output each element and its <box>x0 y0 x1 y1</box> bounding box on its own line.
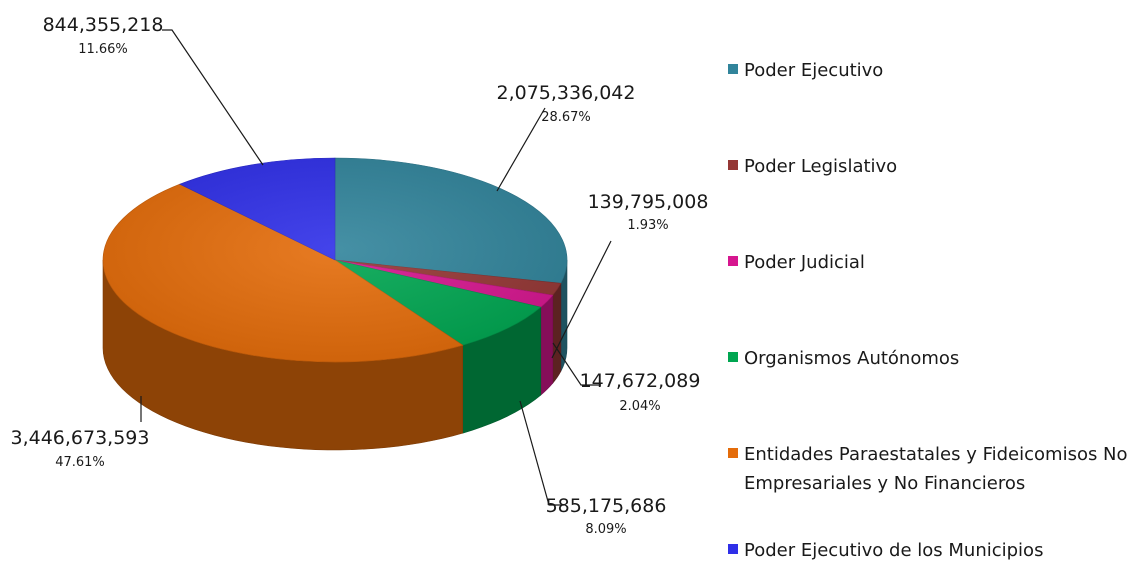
legend-swatch-poder-judicial <box>728 256 738 266</box>
leader-line-poder-ejecutivo <box>496 107 546 192</box>
leader-lines <box>140 29 612 506</box>
value-label-poder-ejecutivo-de-los-municipios: 844,355,218 <box>43 14 164 36</box>
pie-side-poder-judicial <box>540 294 554 396</box>
legend-item-organismos-autonomos: Organismos Autónomos <box>728 348 959 369</box>
legend-label-poder-judicial: Poder Judicial <box>744 252 865 273</box>
percent-label-poder-judicial: 2.04% <box>619 399 660 414</box>
legend-item-poder-ejecutivo-de-los-municipios: Poder Ejecutivo de los Municipios <box>728 540 1043 561</box>
percent-label-organismos-autonomos: 8.09% <box>585 522 626 537</box>
percent-label-entidades-paraestatales-y-fideicomisos-n: 47.61% <box>55 455 105 470</box>
legend-item-poder-legislativo: Poder Legislativo <box>728 156 897 177</box>
data-labels: 2,075,336,042 28.67% 139,795,008 1.93% 147,6… <box>10 14 708 537</box>
legend-swatch-poder-ejecutivo <box>728 64 738 74</box>
leader-line-organismos-autonomos <box>519 400 564 506</box>
legend-label-organismos-autonomos: Organismos Autónomos <box>744 348 959 369</box>
value-label-poder-ejecutivo: 2,075,336,042 <box>496 82 635 104</box>
legend-label-poder-ejecutivo-de-los-municipios: Poder Ejecutivo de los Municipios <box>744 540 1043 561</box>
percent-label-poder-legislativo: 1.93% <box>627 218 668 233</box>
percent-label-poder-ejecutivo: 28.67% <box>541 110 591 125</box>
value-label-poder-legislativo: 139,795,008 <box>588 191 709 213</box>
legend-label-entidades-paraestatales-y-fideicomisos-n-line2: Empresariales y No Financieros <box>744 473 1025 494</box>
legend: Poder Ejecutivo Poder Legislativo Poder Ju… <box>728 60 1128 561</box>
pie-side-poder-legislativo <box>552 282 562 385</box>
percent-label-poder-ejecutivo-de-los-municipios: 11.66% <box>78 42 128 57</box>
legend-item-poder-ejecutivo: Poder Ejecutivo <box>728 60 883 81</box>
value-label-organismos-autonomos: 585,175,686 <box>546 495 667 517</box>
leader-line-poder-legislativo <box>551 240 612 359</box>
legend-label-entidades-paraestatales-y-fideicomisos-n-line1: Entidades Paraestatales y Fideicomisos N… <box>744 444 1128 465</box>
legend-swatch-entidades-paraestatales-y-fideicomisos-n <box>728 448 738 458</box>
legend-swatch-poder-ejecutivo-de-los-municipios <box>728 544 738 554</box>
legend-swatch-organismos-autonomos <box>728 352 738 362</box>
legend-item-entidades-paraestatales-y-fideicomisos-n: Entidades Paraestatales y Fideicomisos N… <box>728 444 1128 494</box>
legend-item-poder-judicial: Poder Judicial <box>728 252 865 273</box>
legend-label-poder-ejecutivo: Poder Ejecutivo <box>744 60 883 81</box>
leader-line-poder-ejecutivo-de-los-municipios <box>162 29 264 166</box>
pie-top-shading <box>103 158 567 362</box>
value-label-poder-judicial: 147,672,089 <box>580 370 701 392</box>
value-label-entidades-paraestatales-y-fideicomisos-n: 3,446,673,593 <box>10 427 149 449</box>
legend-label-poder-legislativo: Poder Legislativo <box>744 156 897 177</box>
legend-swatch-poder-legislativo <box>728 160 738 170</box>
leader-line-poder-judicial <box>552 342 601 386</box>
pie-top-gloss <box>103 158 567 362</box>
